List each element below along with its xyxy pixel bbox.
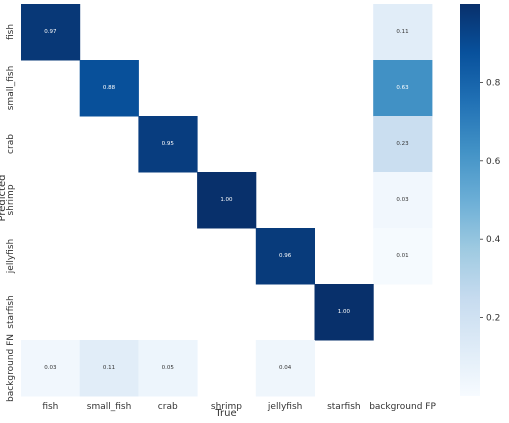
heatmap-cell bbox=[314, 284, 374, 341]
x-tick-label: starfish bbox=[327, 402, 361, 412]
x-tick-label: jellyfish bbox=[267, 402, 302, 412]
y-tick-label: background FN bbox=[6, 334, 16, 402]
x-tick-labels: fish small_fish crab shrimp jellyfish starfis… bbox=[42, 402, 436, 412]
x-tick-label: crab bbox=[158, 402, 178, 412]
cell-value-label: 1.00 bbox=[338, 309, 351, 315]
heatmap-cell bbox=[21, 4, 81, 61]
cell-value-label: 0.23 bbox=[396, 141, 409, 147]
heatmap-cell bbox=[197, 172, 257, 229]
x-axis-title: True bbox=[214, 408, 236, 419]
cell-value-label: 0.04 bbox=[279, 365, 292, 371]
cell-value-label: 1.00 bbox=[220, 197, 233, 203]
cell-value-label: 0.05 bbox=[162, 365, 175, 371]
y-axis-title: Predicted bbox=[0, 175, 8, 222]
heatmap-cell bbox=[79, 60, 139, 117]
cell-value-label: 0.11 bbox=[396, 29, 408, 35]
y-tick-label: fish bbox=[6, 24, 16, 40]
colorbar-tick-label: 0.8 bbox=[486, 78, 501, 88]
heatmap-cells bbox=[21, 4, 433, 397]
cell-value-label: 0.01 bbox=[396, 253, 408, 259]
heatmap-cell bbox=[373, 228, 433, 285]
heatmap-cell bbox=[255, 340, 315, 397]
heatmap-cell bbox=[373, 172, 433, 229]
heatmap-cell-labels: 0.97 0.11 0.88 0.63 0.95 0.23 1.00 0.03 0.96 0.01… bbox=[44, 29, 409, 371]
heatmap-cell bbox=[255, 228, 315, 285]
heatmap-cell bbox=[373, 60, 433, 117]
heatmap-cell bbox=[373, 116, 433, 173]
cell-value-label: 0.95 bbox=[162, 141, 175, 147]
cell-value-label: 0.96 bbox=[279, 253, 292, 259]
x-tick-label: small_fish bbox=[87, 402, 132, 412]
cell-value-label: 0.88 bbox=[103, 85, 116, 91]
colorbar-tick-label: 0.4 bbox=[486, 235, 501, 245]
heatmap-cell bbox=[138, 116, 198, 173]
cell-value-label: 0.63 bbox=[396, 85, 409, 91]
x-tick-label: fish bbox=[42, 402, 58, 412]
heatmap-cell bbox=[138, 340, 198, 397]
cell-value-label: 0.97 bbox=[44, 29, 57, 35]
y-tick-label: shrimp bbox=[6, 184, 16, 215]
colorbar-tick-label: 0.6 bbox=[486, 157, 501, 167]
heatmap-cell bbox=[21, 340, 81, 397]
heatmap-cell bbox=[79, 340, 139, 397]
y-tick-label: starfish bbox=[6, 295, 16, 329]
colorbar-tick-label: 0.2 bbox=[486, 314, 500, 324]
cell-value-label: 0.03 bbox=[44, 365, 57, 371]
y-tick-label: crab bbox=[6, 134, 16, 154]
y-tick-label: small_fish bbox=[6, 66, 16, 111]
y-tick-label: jellyfish bbox=[6, 239, 16, 274]
x-tick-label: background FP bbox=[369, 402, 436, 412]
colorbar bbox=[460, 4, 480, 396]
cell-value-label: 0.03 bbox=[396, 197, 409, 203]
heatmap-cell bbox=[373, 4, 433, 61]
colorbar-ticks: 0.2 0.4 0.6 0.8 bbox=[480, 78, 501, 324]
cell-value-label: 0.11 bbox=[103, 365, 115, 371]
x-tick-label: shrimp bbox=[211, 402, 242, 412]
